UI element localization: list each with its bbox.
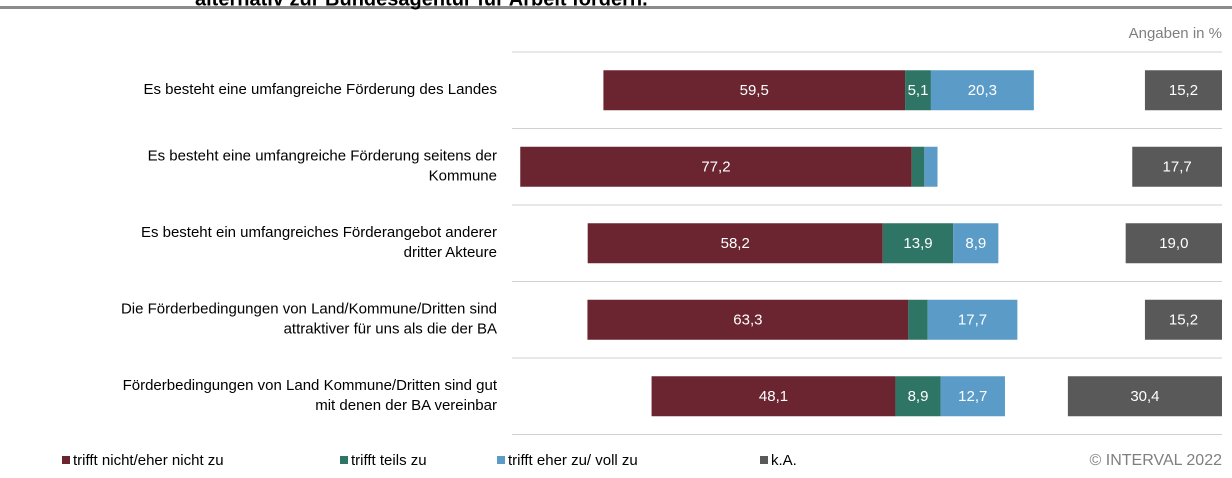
category-label: Es besteht eine umfangreiche Förderung d…: [143, 81, 497, 98]
category-label: Die Förderbedingungen von Land/Kommune/D…: [121, 301, 497, 318]
value-label: 15,2: [1169, 312, 1198, 329]
legend-label: trifft teils zu: [351, 452, 427, 469]
bar-segment: [908, 299, 928, 340]
category-label: mit denen der BA vereinbar: [315, 397, 497, 414]
bar-segment: [905, 70, 931, 111]
bar-segment: [882, 223, 954, 264]
credit: © INTERVAL 2022: [1090, 452, 1223, 469]
category-label: Es besteht ein umfangreiches Förderangeb…: [141, 224, 497, 241]
value-label: 17,7: [1163, 159, 1192, 176]
value-label: 8,9: [908, 388, 929, 405]
bar-segment: [895, 376, 941, 417]
legend-label: k.A.: [771, 452, 797, 469]
value-label: 8,9: [965, 235, 986, 252]
bar-segment: [1067, 376, 1222, 417]
category-label: Förderbedingungen von Land Kommune/Dritt…: [123, 377, 498, 394]
chart-title: alternativ zur Bundesagentur für Arbeit …: [195, 0, 648, 10]
legend-swatch: [497, 456, 505, 464]
value-label: 58,2: [721, 235, 750, 252]
value-label: 48,1: [759, 388, 788, 405]
bar-segment: [603, 70, 906, 111]
value-label: 59,5: [740, 82, 769, 99]
bar-segment: [1132, 146, 1222, 187]
category-label: Es besteht eine umfangreiche Förderung s…: [148, 148, 497, 165]
bar-segment: [520, 146, 912, 187]
value-label: 15,2: [1169, 82, 1198, 99]
top-rule: [0, 6, 1232, 9]
legend-swatch: [340, 456, 348, 464]
legend-swatch: [760, 456, 768, 464]
bar-segment: [1144, 70, 1222, 111]
legend-label: trifft eher zu/ voll zu: [508, 452, 638, 469]
value-label: 12,7: [958, 388, 987, 405]
bar-segment: [587, 299, 909, 340]
value-label: 17,7: [958, 312, 987, 329]
category-label: dritter Akteure: [404, 244, 497, 261]
bar-segment: [924, 146, 938, 187]
value-label: 13,9: [903, 235, 932, 252]
value-label: 19,0: [1159, 235, 1188, 252]
category-label: Kommune: [429, 168, 497, 185]
value-label: 20,3: [968, 82, 997, 99]
bar-segment: [927, 299, 1018, 340]
value-label: 30,4: [1130, 388, 1159, 405]
bar-segment: [940, 376, 1005, 417]
bar-segment: [651, 376, 896, 417]
bar-segment: [1144, 299, 1222, 340]
value-label: 77,2: [701, 159, 730, 176]
value-label: 5,1: [908, 82, 929, 99]
unit-note: Angaben in %: [1129, 25, 1222, 42]
bar-segment: [911, 146, 925, 187]
legend-label: trifft nicht/eher nicht zu: [73, 452, 224, 469]
category-label: attraktiver für uns als die der BA: [284, 321, 497, 338]
bar-segment: [587, 223, 883, 264]
bar-segment: [1125, 223, 1222, 264]
bar-segment: [930, 70, 1034, 111]
value-label: 63,3: [733, 312, 762, 329]
legend-swatch: [62, 456, 70, 464]
bar-segment: [953, 223, 999, 264]
